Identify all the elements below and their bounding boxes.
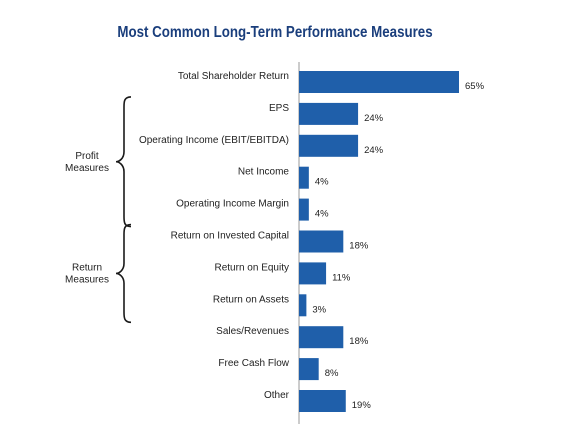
group-label: Measures [65,274,109,285]
category-label: Return on Assets [213,294,289,305]
category-label: Operating Income (EBIT/EBITDA) [139,135,289,146]
bar [299,166,309,189]
group-label: Return [72,262,102,273]
bar [299,294,307,317]
category-label: Sales/Revenues [216,326,289,337]
value-label: 4% [315,177,329,188]
value-label: 11% [332,272,351,283]
value-label: 3% [312,304,326,315]
category-label: Total Shareholder Return [178,71,289,82]
chart-title: Most Common Long-Term Performance Measur… [117,24,433,41]
bar [299,326,344,349]
group-brace [115,223,132,324]
bar [299,102,359,125]
bar [299,390,346,412]
group-label: Profit [75,151,99,162]
value-label: 4% [315,209,329,220]
category-label: Operating Income Margin [176,199,289,210]
group-brace [115,96,132,228]
value-label: 18% [349,336,369,347]
bar [299,230,344,253]
bar [299,134,359,157]
value-label: 24% [364,113,384,124]
category-label: Return on Equity [215,262,290,273]
category-label: Net Income [238,167,290,178]
bar [299,71,459,93]
group-label: Measures [65,163,109,174]
category-label: Return on Invested Capital [171,231,289,242]
bar [299,262,327,285]
bar [299,358,319,381]
value-label: 65% [465,81,485,92]
value-label: 8% [325,368,339,379]
category-label: EPS [269,103,289,114]
value-label: 19% [352,400,372,411]
value-label: 24% [364,145,384,156]
category-label: Free Cash Flow [218,358,289,369]
category-label: Other [264,390,290,401]
bar [299,198,309,221]
value-label: 18% [349,241,369,252]
